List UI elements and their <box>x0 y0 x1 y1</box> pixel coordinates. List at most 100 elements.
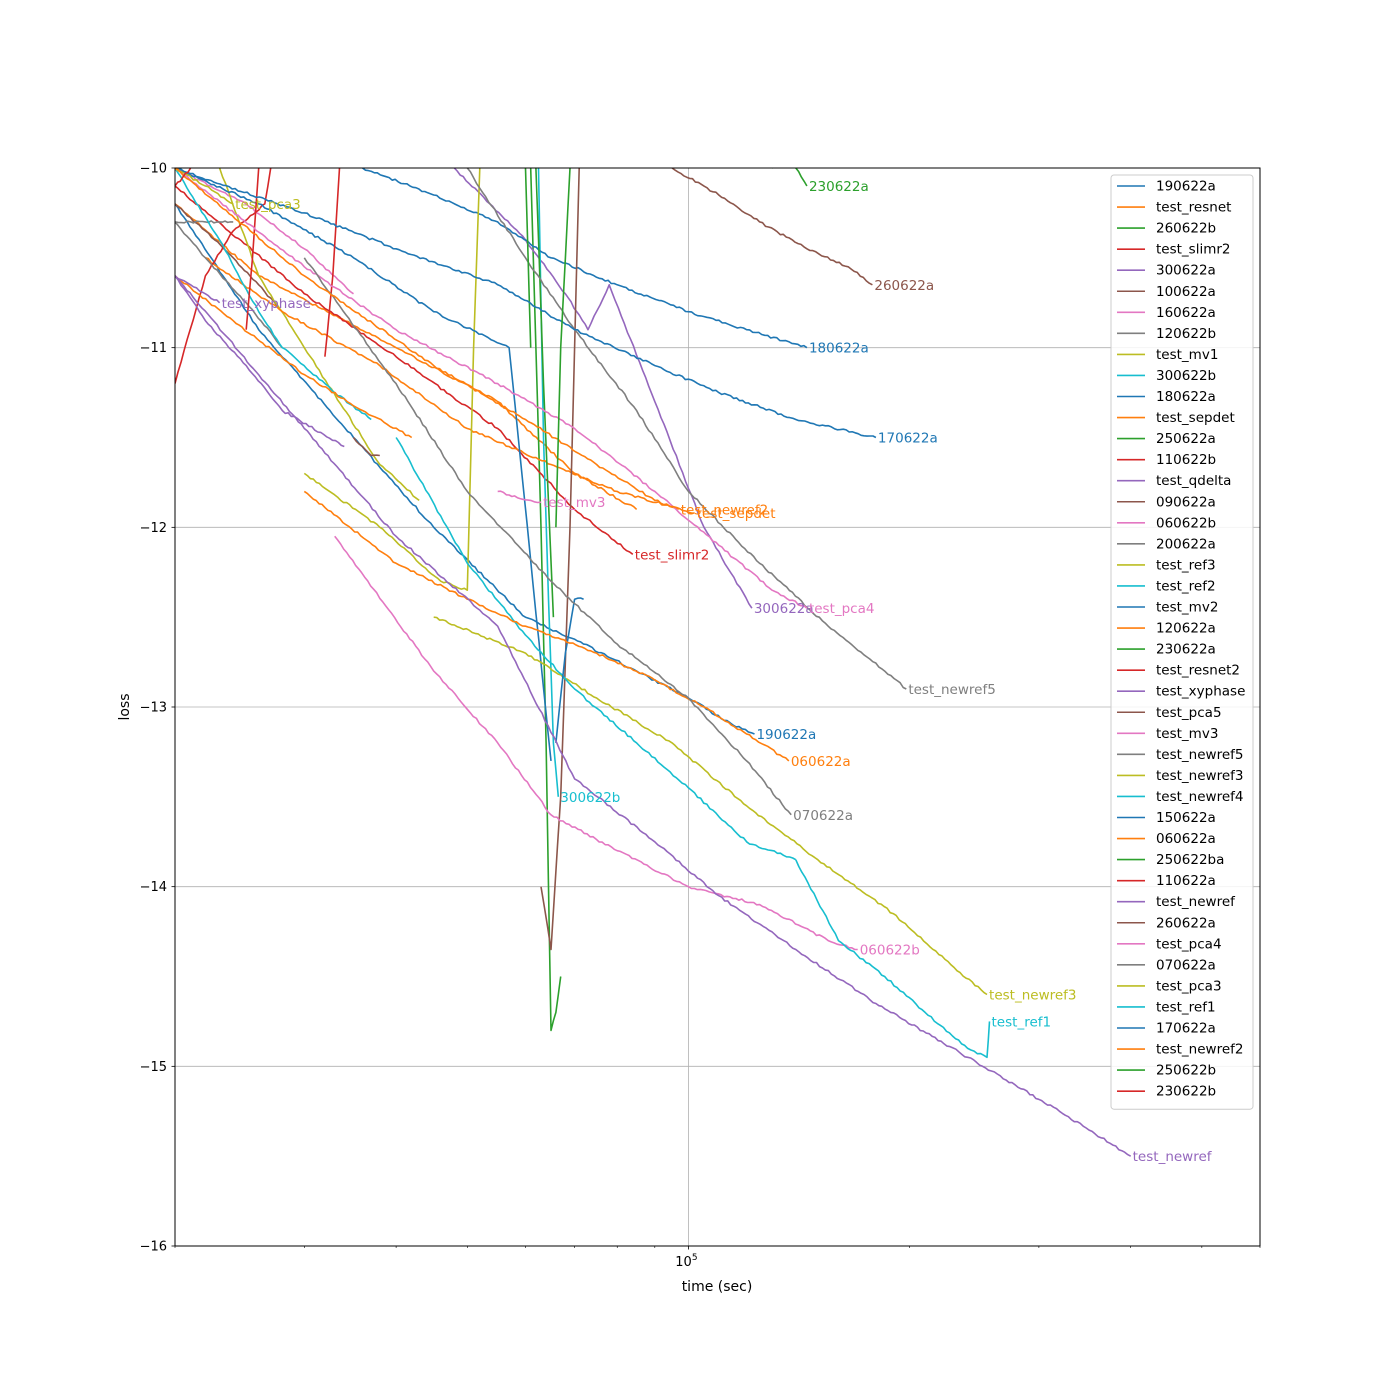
legend-entry-test_slimr2: test_slimr2 <box>1117 242 1231 258</box>
y-tick-label: −14 <box>140 880 167 895</box>
series-line-150622a <box>555 597 584 743</box>
end-label-190622a: 190622a <box>756 727 816 743</box>
legend-label: 150622a <box>1156 810 1216 826</box>
legend-label: test_newref4 <box>1156 789 1243 805</box>
end-label-test_slimr2: test_slimr2 <box>635 547 710 563</box>
legend-entry-260622b: 260622b <box>1117 221 1216 237</box>
x-tick-label-base: 10 <box>675 1255 692 1270</box>
legend-label: 300622a <box>1156 263 1216 279</box>
series-line-test_mv2 <box>175 168 552 761</box>
plot-frame <box>174 167 1261 1247</box>
series-end-labels: 190622a test_slimr2 300622a 300622b 180622a t… <box>222 179 1213 1165</box>
legend-label: 120622b <box>1156 326 1216 342</box>
legend-entry-120622a: 120622a <box>1117 621 1216 637</box>
series-line-300622a <box>453 168 753 609</box>
legend-entry-test_newref2: test_newref2 <box>1117 1042 1243 1058</box>
legend-entry-120622b: 120622b <box>1117 326 1216 342</box>
legend-entry-test_newref5: test_newref5 <box>1117 747 1243 763</box>
end-label-180622a: 180622a <box>809 341 869 357</box>
legend-entry-260622a: 260622a <box>1117 915 1216 931</box>
legend-entry-070622a: 070622a <box>1117 957 1216 973</box>
y-tick-label: −12 <box>140 521 167 536</box>
series-line-test_sepdet <box>205 257 695 515</box>
series-line-test_mv3 <box>497 490 542 504</box>
series-line-070622a <box>303 257 792 816</box>
axis-ticks: −10 −11 −12 −13 −14 −15 −16 105 <box>140 162 1261 1270</box>
legend-entry-060622b: 060622b <box>1117 515 1216 531</box>
legend-entry-110622b: 110622b <box>1117 452 1216 468</box>
end-label-test_xyphase: test_xyphase <box>222 296 311 312</box>
legend-entry-test_pca4: test_pca4 <box>1117 936 1222 952</box>
y-tick-label: −10 <box>140 162 167 177</box>
legend-label: test_pca3 <box>1156 978 1222 994</box>
legend-label: test_resnet2 <box>1156 663 1240 679</box>
series-line-260622b <box>529 168 562 1032</box>
legend-label: 120622a <box>1156 621 1216 637</box>
legend-entry-250622ba: 250622ba <box>1117 852 1224 868</box>
legend-label: 190622a <box>1156 179 1216 195</box>
legend-label: 160622a <box>1156 305 1216 321</box>
end-label-060622b: 060622b <box>860 943 920 959</box>
legend-label: 100622a <box>1156 284 1216 300</box>
legend-entry-170622a: 170622a <box>1117 1021 1216 1037</box>
legend-entry-test_ref2: test_ref2 <box>1117 578 1216 594</box>
legend: 190622a test_resnet 260622b test_slimr2 3006… <box>1110 174 1254 1110</box>
series-line-230622a <box>772 168 808 187</box>
legend-entry-190622a: 190622a <box>1117 179 1216 195</box>
legend-entry-test_pca3: test_pca3 <box>1117 978 1222 994</box>
series-line-170622a <box>175 168 877 439</box>
legend-entry-test_ref3: test_ref3 <box>1117 557 1216 573</box>
legend-entry-test_mv1: test_mv1 <box>1117 347 1218 363</box>
legend-entry-test_mv3: test_mv3 <box>1117 726 1218 742</box>
series-line-060622a <box>303 490 790 762</box>
series-line-test_newref3 <box>433 616 988 996</box>
legend-label: 180622a <box>1156 389 1216 405</box>
legend-entry-test_resnet: test_resnet <box>1117 200 1231 216</box>
series-line-test_pca4 <box>175 168 808 609</box>
legend-label: test_pca5 <box>1156 705 1222 721</box>
legend-label: test_ref3 <box>1156 557 1216 573</box>
end-label-260622a: 260622a <box>874 278 934 294</box>
legend-label: test_sepdet <box>1156 410 1235 426</box>
legend-label: 110622b <box>1156 452 1216 468</box>
end-label-test_pca3: test_pca3 <box>235 197 301 213</box>
series-line-test_qdelta <box>175 275 345 448</box>
legend-label: test_ref1 <box>1156 999 1216 1015</box>
legend-label: test_newref5 <box>1156 747 1243 763</box>
series-line-test_resnet <box>175 203 638 510</box>
legend-entry-230622a: 230622a <box>1117 642 1216 658</box>
legend-entry-test_xyphase: test_xyphase <box>1117 684 1245 700</box>
series-line-250622ba <box>524 168 532 348</box>
end-label-test_newref3: test_newref3 <box>989 987 1076 1003</box>
y-tick-label: −15 <box>140 1060 167 1075</box>
legend-entry-100622a: 100622a <box>1117 284 1216 300</box>
series-line-test_ref1 <box>795 859 991 1059</box>
legend-entry-180622a: 180622a <box>1117 389 1216 405</box>
legend-label: 250622b <box>1156 1063 1216 1079</box>
legend-entry-150622a: 150622a <box>1117 810 1216 826</box>
legend-entry-060622a: 060622a <box>1117 831 1216 847</box>
y-axis-label: loss <box>117 693 133 720</box>
legend-entry-110622a: 110622a <box>1117 873 1216 889</box>
legend-entry-test_newref3: test_newref3 <box>1117 768 1243 784</box>
legend-entry-160622a: 160622a <box>1117 305 1216 321</box>
series-line-060622b <box>334 535 858 951</box>
series-line-test_xyphase <box>175 275 221 304</box>
legend-box <box>1110 174 1254 1110</box>
end-label-300622b: 300622b <box>560 790 620 806</box>
legend-label: test_xyphase <box>1156 684 1245 700</box>
legend-label: test_slimr2 <box>1156 242 1231 258</box>
legend-label: test_mv1 <box>1156 347 1218 363</box>
legend-label: 110622a <box>1156 873 1216 889</box>
end-label-300622a: 300622a <box>754 601 814 617</box>
legend-entry-test_sepdet: test_sepdet <box>1117 410 1235 426</box>
series-line-250622b <box>555 168 571 528</box>
end-label-test_ref1: test_ref1 <box>992 1014 1052 1030</box>
legend-label: test_mv3 <box>1156 726 1218 742</box>
series-line-120622b <box>175 220 234 224</box>
legend-label: 060622a <box>1156 831 1216 847</box>
end-label-test_sepdet: test_sepdet <box>697 506 776 522</box>
legend-entry-test_resnet2: test_resnet2 <box>1117 663 1240 679</box>
series-line-test_newref5 <box>466 168 907 690</box>
